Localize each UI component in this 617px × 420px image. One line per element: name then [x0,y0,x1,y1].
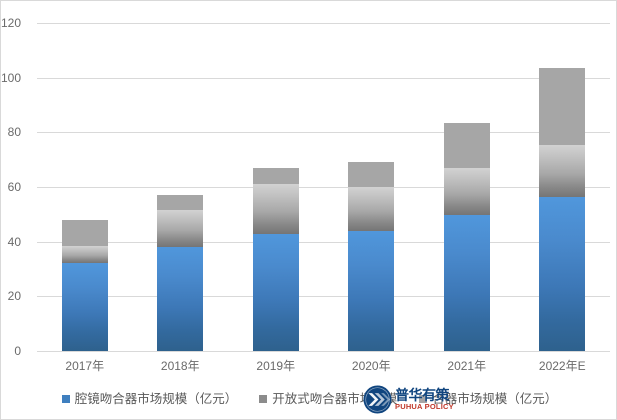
y-axis-tick-label: 20 [7,289,21,304]
bar-segment[interactable] [348,162,395,187]
legend-item-label: 合器市场规模（亿元） [432,392,558,406]
bar-segment[interactable] [157,247,204,351]
legend-swatch-icon [419,395,428,403]
bar-segment[interactable] [348,230,395,351]
legend-swatch-icon [259,395,268,403]
y-axis-tick-label: 120 [0,16,21,30]
bar-segment[interactable] [443,215,490,351]
y-axis-tick-label: 0 [14,344,21,358]
bar-segment[interactable] [252,167,299,185]
y-axis-tick-label: 80 [7,125,21,140]
gridline [37,241,610,243]
bar-group[interactable] [157,23,204,351]
gridline [37,296,610,298]
bar-group[interactable] [539,23,586,351]
plot-area: 0 20 40 60 80 100 120 [1,17,610,357]
bar-segment[interactable] [252,184,299,235]
bar-segment[interactable] [61,219,108,247]
bar-segment[interactable] [443,122,490,168]
legend-item[interactable]: 开放式吻合器市场规模 [259,392,397,406]
bars-layer [37,23,610,351]
bar-segment[interactable] [252,234,299,351]
legend-item-label: 开放式吻合器市场规模 [272,392,398,406]
gridline [37,351,610,352]
gridline [37,132,610,134]
legend-swatch-icon [61,395,70,403]
legend-item[interactable]: 合器市场规模（亿元） [419,392,557,406]
x-axis-tick-label: 2018年 [160,359,200,373]
x-axis-tick-label: 2021年 [447,359,487,373]
gridline [37,187,610,188]
legend-item[interactable]: 腔镜吻合器市场规模（亿元） [61,392,238,406]
bar-group[interactable] [61,23,108,351]
legend-item-label: 腔镜吻合器市场规模（亿元） [74,392,238,406]
bar-segment[interactable] [61,246,108,263]
bar-group[interactable] [252,23,299,351]
y-axis-tick-label: 100 [0,70,21,85]
x-axis-tick-label: 2020年 [351,359,391,373]
chart-legend: 腔镜吻合器市场规模（亿元） 开放式吻合器市场规模 合器市场规模（亿元） [1,386,616,412]
x-axis-tick-label: 2022年E [538,359,586,373]
bar-segment[interactable] [539,144,586,198]
bar-segment[interactable] [157,195,204,211]
x-axis-tick-label: 2017年 [65,359,105,373]
gridline [37,77,610,79]
bar-segment[interactable] [443,167,490,216]
y-axis-tick-label: 60 [7,180,21,194]
y-axis-tick-label: 40 [7,234,21,249]
bar-segment[interactable] [539,197,586,351]
bar-segment[interactable] [539,68,586,145]
bar-group[interactable] [348,23,395,351]
gridline [37,23,610,24]
bar-group[interactable] [443,23,490,351]
bar-segment[interactable] [61,262,108,351]
bar-segment[interactable] [348,187,395,231]
bar-segment[interactable] [157,210,204,248]
x-axis: 2017年 2018年 2019年 2020年 2021年 2022年E [37,353,610,377]
x-axis-tick-label: 2019年 [256,359,296,373]
